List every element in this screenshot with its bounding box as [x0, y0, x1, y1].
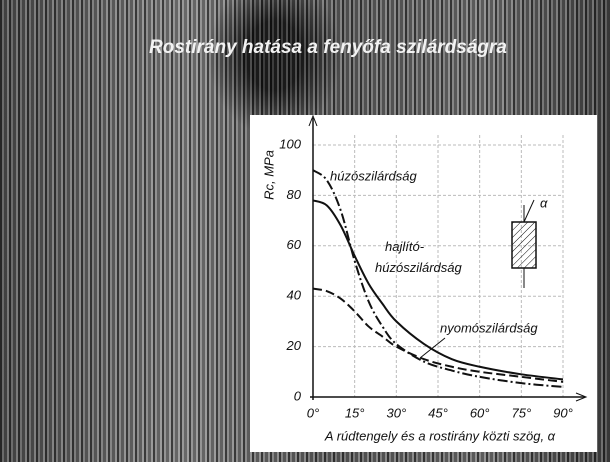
inset-label: α	[540, 195, 548, 210]
x-tick-label: 0°	[307, 405, 319, 420]
x-tick-label: 90°	[553, 405, 573, 420]
y-tick-label: 40	[287, 288, 302, 303]
series-label: húzószilárdság	[330, 168, 417, 183]
x-tick-label: 75°	[511, 405, 531, 420]
chart: Rostirány hatása a fenyőfa szilárdságra …	[0, 0, 610, 462]
y-tick-label: 60	[287, 237, 302, 252]
x-tick-label: 30°	[386, 405, 406, 420]
x-axis-label: A rúdtengely és a rostirány közti szög, …	[324, 428, 556, 443]
x-tick-label: 15°	[345, 405, 365, 420]
slide-title: Rostirány hatása a fenyőfa szilárdságra	[149, 37, 507, 58]
y-tick-label: 20	[286, 338, 302, 353]
y-tick-label: 0	[294, 388, 302, 403]
y-tick-label: 100	[279, 136, 301, 151]
slide: Rostirány hatása a fenyőfa szilárdságra …	[0, 0, 610, 462]
y-tick-label: 80	[287, 187, 302, 202]
x-tick-label: 45°	[428, 405, 448, 420]
specimen-icon	[512, 222, 536, 268]
y-axis-label: Rc, MPa	[261, 150, 276, 200]
series-label: nyomószilárdság	[440, 320, 538, 335]
chart-panel	[250, 115, 597, 452]
x-tick-label: 60°	[470, 405, 490, 420]
